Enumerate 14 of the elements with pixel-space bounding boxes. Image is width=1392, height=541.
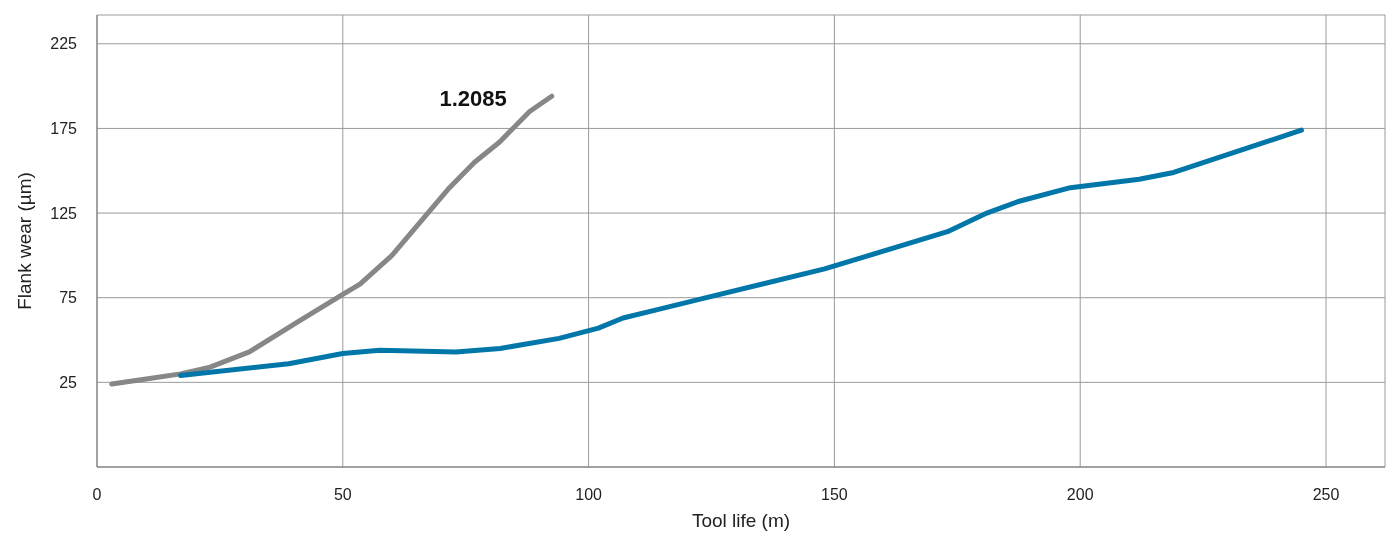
x-tick-label: 200 bbox=[1066, 486, 1094, 504]
y-tick-label: 125 bbox=[50, 204, 78, 222]
x-tick-label: 250 bbox=[1312, 486, 1340, 504]
x-tick-label: 0 bbox=[92, 486, 102, 504]
x-axis-title: Tool life (m) bbox=[691, 510, 791, 531]
y-tick-label: 175 bbox=[50, 120, 78, 138]
y-tick-label: 75 bbox=[59, 289, 78, 307]
x-tick-label: 100 bbox=[575, 486, 603, 504]
y-axis-title: Flank wear (µm) bbox=[13, 172, 35, 310]
series-label: 1.2085 bbox=[439, 86, 507, 112]
y-tick-label: 25 bbox=[59, 374, 78, 392]
x-tick-label: 50 bbox=[333, 486, 352, 504]
x-tick-label: 150 bbox=[821, 486, 848, 504]
y-tick-label: 225 bbox=[50, 35, 78, 53]
